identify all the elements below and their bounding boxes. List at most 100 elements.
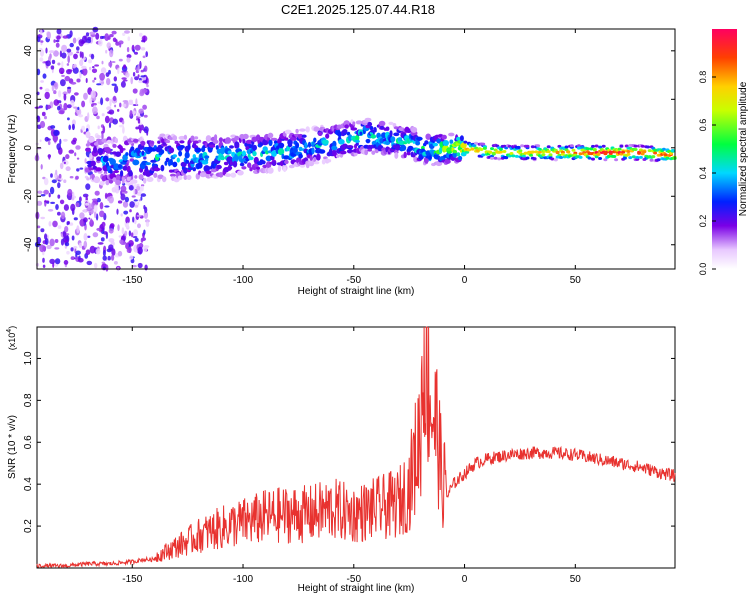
spectrogram-cell	[172, 154, 177, 158]
spectrogram-cell	[210, 168, 217, 173]
spectrogram-cell	[628, 156, 633, 160]
spectrogram-cell	[456, 136, 461, 141]
spectrogram-cell	[114, 104, 117, 108]
spectrogram-cell	[104, 147, 111, 152]
spectrogram-cell	[76, 51, 80, 54]
spectrogram-cell	[57, 105, 61, 111]
spectrogram-cell	[530, 145, 535, 149]
spectrogram-cell	[96, 115, 100, 120]
spectrogram-cell	[268, 139, 273, 146]
spectrogram-cell	[313, 156, 317, 163]
spectrogram-cell	[132, 104, 139, 106]
spectrogram-cell	[143, 114, 148, 118]
spectrogram-cell	[458, 155, 463, 161]
spectrogram-cell	[65, 166, 71, 172]
spectrogram-cell	[88, 59, 92, 64]
spectrogram-cell	[509, 152, 514, 155]
spectrogram-cell	[90, 160, 96, 167]
spectrogram-cell	[525, 156, 530, 160]
spectrogram-cell	[101, 138, 107, 143]
spectrogram-cell	[63, 102, 68, 111]
spectrogram-x-tick-label: 50	[570, 275, 582, 286]
spectrogram-cell	[309, 155, 313, 161]
spectrogram-cell	[669, 152, 673, 155]
spectrogram-cell	[144, 264, 148, 271]
spectrogram-cell	[428, 155, 432, 160]
spectrogram-cell	[342, 129, 348, 134]
spectrogram-cell	[145, 162, 151, 166]
spectrogram-cell	[145, 221, 150, 227]
spectrogram-cell	[507, 154, 512, 158]
spectrogram-y-tick-label: 40	[23, 45, 34, 57]
spectrogram-cell	[100, 97, 104, 106]
spectrogram-cell	[631, 155, 636, 159]
spectrogram-cell	[287, 143, 293, 148]
spectrogram-cell	[84, 158, 87, 164]
spectrogram-cell	[72, 64, 76, 69]
spectrogram-cell	[79, 212, 85, 220]
spectrogram-cell	[394, 152, 399, 159]
spectrogram-cell	[111, 61, 116, 63]
spectrogram-cell	[55, 42, 60, 48]
spectrogram-cell	[100, 67, 107, 74]
spectrogram-cell	[653, 151, 658, 155]
spectrogram-cell	[108, 179, 114, 184]
spectrogram-cell	[55, 39, 60, 43]
spectrogram-cell	[646, 145, 650, 149]
spectrogram-cell	[355, 120, 363, 125]
spectrogram-cell	[99, 180, 105, 186]
spectrogram-cell	[301, 134, 307, 138]
spectrogram-cell	[449, 139, 454, 144]
spectrogram-cell	[130, 179, 138, 184]
spectrogram-cell	[42, 257, 45, 263]
spectrogram-cell	[143, 177, 147, 184]
spectrogram-cell	[83, 217, 88, 223]
spectrogram-cell	[59, 162, 64, 170]
spectrogram-cell	[53, 50, 59, 57]
spectrogram-cell	[364, 149, 369, 156]
spectrogram-cell	[94, 262, 98, 269]
spectrogram-cell	[224, 137, 232, 144]
spectrogram-cell	[179, 140, 185, 144]
spectrogram-cell	[642, 150, 647, 154]
spectrogram-cell	[537, 147, 542, 151]
spectrogram-cell	[93, 77, 97, 80]
spectrogram-cell	[101, 132, 104, 140]
spectrogram-cell	[121, 70, 124, 73]
spectrogram-cell	[619, 144, 624, 148]
spectrogram-cell	[452, 149, 457, 154]
spectrogram-ylabel: Frequency (Hz)	[7, 115, 18, 184]
spectrogram-cell	[307, 141, 312, 148]
spectrogram-cell	[635, 156, 640, 159]
spectrogram-cell	[39, 28, 43, 36]
spectrogram-cell	[52, 134, 58, 143]
colorbar-label: Normalized spectral amplitude	[738, 81, 749, 216]
spectrogram-cell	[133, 216, 137, 225]
snr-series-line	[36, 326, 676, 569]
spectrogram-cell	[73, 246, 78, 249]
spectrogram-cell	[125, 72, 130, 78]
spectrogram-cell	[70, 256, 76, 260]
spectrogram-cell	[83, 240, 88, 249]
spectrogram-cell	[111, 254, 115, 261]
spectrogram-cell	[106, 78, 111, 86]
spectrogram-cell	[44, 200, 50, 203]
spectrogram-cell	[67, 55, 70, 64]
spectrogram-cell	[64, 226, 69, 233]
spectrogram-cell	[326, 159, 332, 163]
spectrogram-cell	[523, 151, 528, 155]
spectrogram-cell	[47, 209, 54, 212]
spectrogram-cell	[227, 150, 232, 154]
spectrogram-cell	[109, 223, 115, 229]
spectrogram-cell	[122, 32, 126, 36]
spectrogram-cell	[498, 150, 503, 154]
spectrogram-x-tick-label: -150	[122, 275, 142, 286]
spectrogram-cell	[122, 126, 125, 134]
spectrogram-cell	[85, 32, 90, 37]
spectrogram-cell	[596, 152, 601, 156]
spectrogram-cell	[184, 151, 190, 159]
spectrogram-cell	[128, 230, 132, 237]
spectrogram-cell	[108, 61, 113, 67]
spectrogram-cell	[109, 158, 117, 166]
spectrogram-cell	[46, 244, 52, 250]
